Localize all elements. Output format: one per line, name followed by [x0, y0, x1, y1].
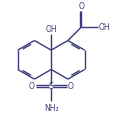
Text: NH₂: NH₂ [44, 103, 59, 112]
Text: OH: OH [45, 25, 57, 34]
Text: S: S [49, 82, 54, 91]
Text: O: O [28, 82, 34, 91]
Text: O: O [79, 2, 85, 11]
Text: O: O [68, 82, 74, 91]
Text: OH: OH [98, 23, 110, 32]
